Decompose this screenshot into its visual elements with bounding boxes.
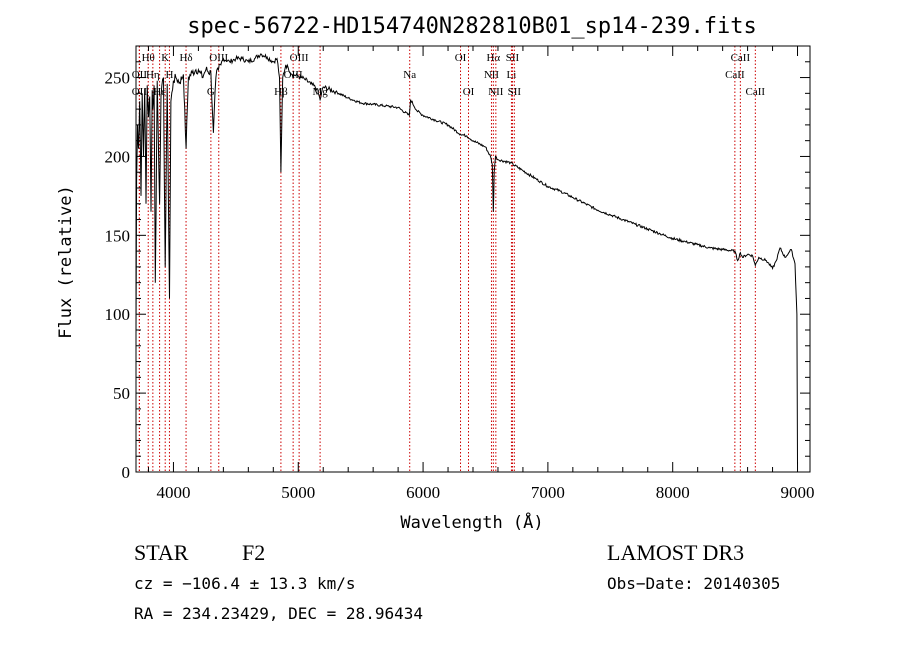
line-marker-label-6: H (165, 69, 173, 81)
spectral-subclass: F2 (242, 540, 266, 565)
line-marker-label-16: OI (463, 86, 475, 98)
observation-date: Obs−Date: 20140305 (607, 574, 781, 593)
x-tick-label: 8000 (656, 483, 690, 502)
x-axis: 4000 5000 6000 7000 8000 9000 (147, 46, 815, 502)
object-type: STAR (134, 540, 189, 565)
line-marker-label-17: Hα (486, 52, 500, 64)
spectrum-series (135, 53, 798, 465)
x-axis-label: Wavelength (Å) (400, 511, 543, 533)
line-marker-label-25: CaII (746, 86, 766, 98)
y-axis: 0 50 100 150 200 250 (105, 61, 810, 482)
line-marker-label-14: Na (403, 69, 416, 81)
survey-name: LAMOST DR3 (607, 540, 745, 565)
y-tick-label: 150 (105, 226, 131, 245)
redshift-velocity: cz = −106.4 ± 13.3 km/s (134, 574, 356, 593)
x-tick-label: 9000 (781, 483, 815, 502)
ra-dec-coordinates: RA = 234.23429, DEC = 28.96434 (134, 604, 423, 623)
y-tick-label: 250 (105, 69, 131, 88)
spectrum-line (135, 53, 798, 465)
y-tick-label: 100 (105, 305, 131, 324)
y-tick-label: 200 (105, 147, 131, 166)
line-marker-label-24: CaII (731, 52, 751, 64)
line-marker-label-2: Hη (146, 69, 160, 81)
x-tick-label: 4000 (156, 483, 190, 502)
y-tick-label: 50 (113, 384, 130, 403)
line-marker-label-23: CaII (725, 69, 745, 81)
line-marker-label-7: Hδ (179, 52, 192, 64)
line-marker-label-0: Hθ (142, 52, 155, 64)
line-marker-label-22: SII (508, 86, 522, 98)
x-tick-label: 6000 (406, 483, 440, 502)
line-marker-label-18: NII (484, 69, 500, 81)
spectrum-chart: spec-56722-HD154740N282810B01_sp14-239.f… (56, 14, 815, 533)
line-marker-label-5: K (161, 52, 169, 64)
line-marker-label-10: Hβ (274, 86, 288, 98)
x-tick-label: 7000 (531, 483, 565, 502)
line-marker-label-20: SII (506, 52, 520, 64)
line-marker-label-8: G (207, 86, 215, 98)
plot-frame (135, 45, 811, 473)
line-marker-label-21: Li (507, 69, 517, 81)
y-axis-label: Flux (relative) (56, 185, 76, 339)
line-marker-label-19: NII (488, 86, 504, 98)
x-tick-label: 5000 (281, 483, 315, 502)
chart-title: spec-56722-HD154740N282810B01_sp14-239.f… (187, 14, 757, 39)
y-tick-label: 0 (122, 463, 131, 482)
line-marker-label-9: OIII (209, 52, 228, 64)
line-marker-label-15: OI (455, 52, 467, 64)
line-marker-label-4: Hε (153, 86, 166, 98)
line-marker-label-11: OIII (290, 52, 309, 64)
